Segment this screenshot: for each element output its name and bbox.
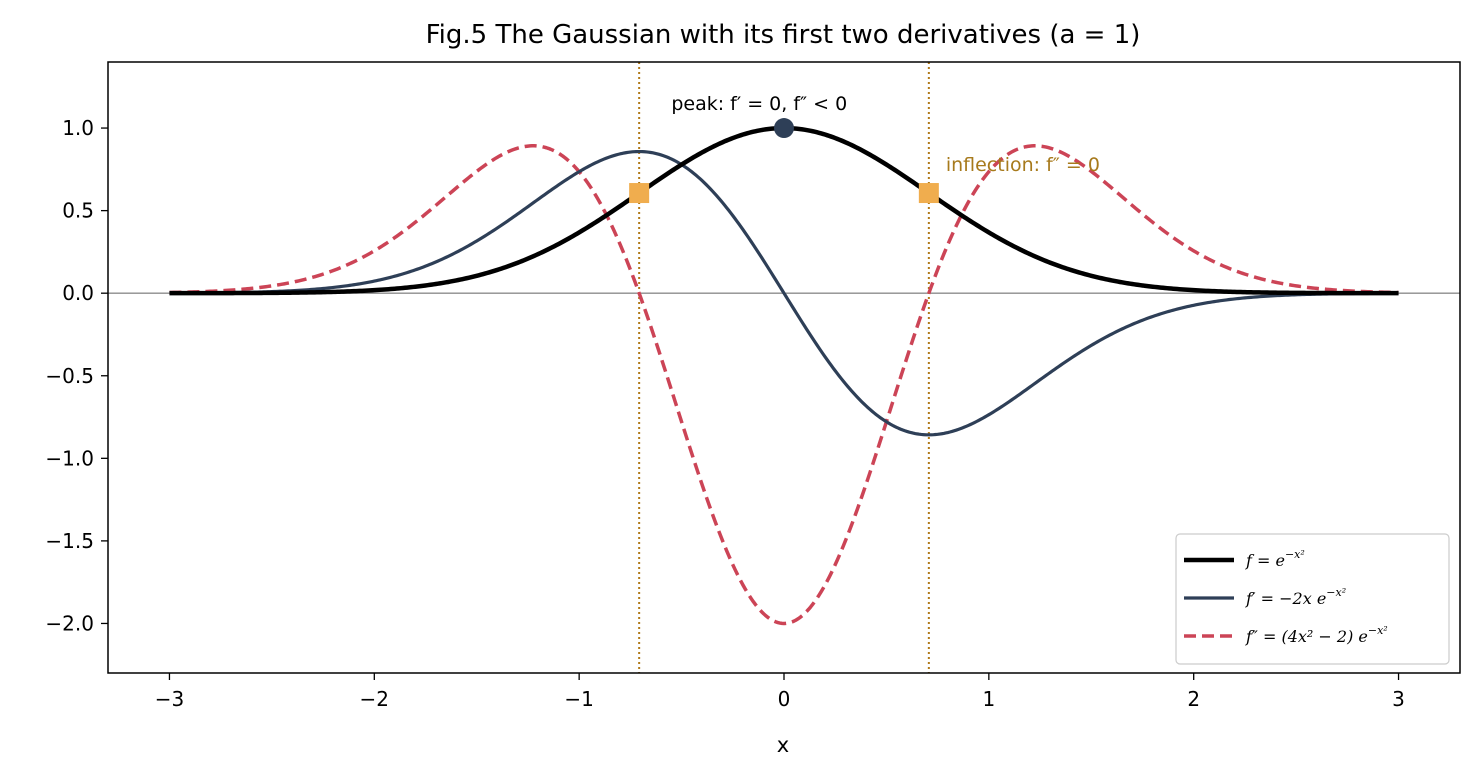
y-axis: 1.0 0.5 0.0 −0.5 −1.0 −1.5 −2.0 [45,116,108,635]
x-tick-label: 2 [1187,687,1200,711]
x-tick-label: 1 [982,687,995,711]
x-tick-label: −1 [564,687,593,711]
annotations: peak: f′ = 0, f″ < 0 inflection: f″ = 0 [671,93,1100,176]
x-tick-label: −3 [155,687,184,711]
legend-label-second-derivative: f″ = (4x² − 2) e−x² [1245,624,1388,646]
inflection-marker-2 [918,183,939,204]
x-tick-label: −2 [360,687,389,711]
legend-box [1175,533,1450,665]
x-axis: −3 −2 −1 0 1 2 3 [155,673,1405,711]
y-tick-label: −0.5 [45,364,94,388]
y-tick-label: 0.0 [62,281,94,305]
x-tick-label: 0 [778,687,791,711]
x-tick-label: 3 [1392,687,1405,711]
y-tick-label: −1.5 [45,529,94,553]
x-axis-label: x [777,733,789,757]
legend: f = e−x²f′ = −2x e−x²f″ = (4x² − 2) e−x² [1175,533,1450,665]
y-tick-label: −2.0 [45,611,94,635]
annotation-inflection: inflection: f″ = 0 [946,154,1100,176]
series-gaussian [169,125,1399,296]
series-first-derivative [169,149,1399,437]
chart-title: Fig.5 The Gaussian with its first two de… [426,20,1141,50]
series-second-derivative [169,144,1399,626]
peak-marker [774,118,794,139]
y-tick-label: 1.0 [62,116,94,140]
inflection-marker-1 [629,183,650,204]
y-tick-label: 0.5 [62,199,94,223]
annotation-peak: peak: f′ = 0, f″ < 0 [671,93,847,115]
legend-label-first-derivative: f′ = −2x e−x² [1245,586,1346,608]
y-tick-label: −1.0 [45,446,94,470]
